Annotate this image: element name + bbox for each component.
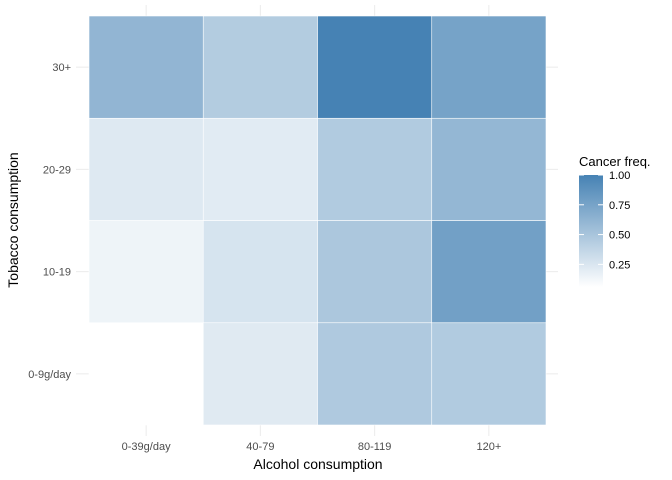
x-tick-label: 0-39g/day — [122, 441, 171, 453]
heatmap-cell — [317, 117, 433, 221]
y-axis-title: Tobacco consumption — [5, 152, 21, 287]
y-tick-label: 20-29 — [43, 164, 71, 176]
heatmap-tiles — [88, 15, 547, 426]
heatmap-cell — [202, 220, 318, 324]
legend-tick-label: 0.75 — [609, 200, 630, 212]
x-axis-ticks: 0-39g/day 40-79 80-119 120+ — [122, 441, 502, 453]
x-tick-label: 120+ — [476, 441, 501, 453]
heatmap-cell — [88, 117, 204, 221]
heatmap-cell — [202, 322, 318, 426]
legend-title: Cancer freq. — [579, 154, 651, 169]
heatmap-cell — [431, 322, 547, 426]
heatmap-cell — [317, 322, 433, 426]
legend-tick-label: 0.50 — [609, 230, 630, 242]
heatmap-cell — [317, 220, 433, 324]
heatmap-cell — [202, 117, 318, 221]
heatmap-cell — [88, 322, 204, 426]
x-tick-label: 80-119 — [358, 441, 391, 453]
heatmap-cell — [431, 15, 547, 119]
legend-color-bar — [579, 175, 603, 287]
heatmap-cell — [88, 220, 204, 324]
heatmap-cell — [317, 15, 433, 119]
heatmap-cell — [431, 220, 547, 324]
y-tick-label: 0-9g/day — [28, 369, 71, 381]
x-tick-label: 40-79 — [246, 441, 274, 453]
heatmap-cell — [431, 117, 547, 221]
y-axis-ticks: 0-9g/day 10-19 20-29 30+ — [28, 62, 71, 381]
legend-tick-label: 1.00 — [609, 170, 630, 182]
legend: Cancer freq. 0.25 0.50 0.75 1.00 — [579, 154, 651, 287]
x-axis-title: Alcohol consumption — [253, 456, 382, 472]
legend-tick-label: 0.25 — [609, 259, 630, 271]
y-tick-label: 10-19 — [43, 267, 71, 279]
heatmap-cell — [88, 15, 204, 119]
y-tick-label: 30+ — [52, 62, 71, 74]
heatmap-cell — [202, 15, 318, 119]
